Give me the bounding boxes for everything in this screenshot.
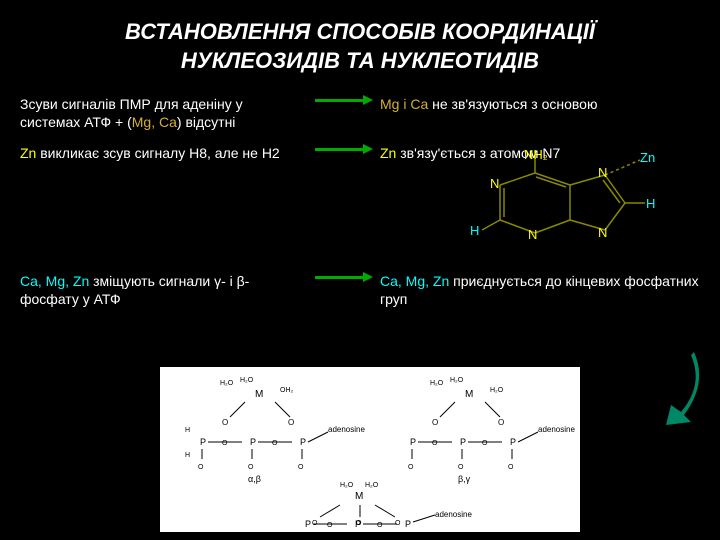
row2-left: Zn викликає зсув сигналу H8, але не Н2 — [20, 144, 300, 162]
svg-text:O: O — [248, 464, 254, 471]
mol-n9: N — [598, 225, 607, 240]
svg-text:P: P — [410, 437, 416, 447]
svg-text:O: O — [377, 522, 383, 529]
mol-nh2: NH₂ — [524, 147, 548, 162]
row1-left: Зсуви сигналів ПМР для аденіну у система… — [20, 95, 300, 131]
svg-text:H₂O: H₂O — [430, 380, 444, 387]
svg-text:H₂O: H₂O — [450, 377, 464, 384]
svg-text:H₂O: H₂O — [340, 482, 354, 489]
arrow-icon — [315, 99, 365, 102]
svg-text:O: O — [508, 464, 514, 471]
svg-text:H₂O: H₂O — [490, 387, 504, 394]
slide-title: ВСТАНОВЛЕННЯ СПОСОБІВ КООРДИНАЦІЇ НУКЛЕО… — [0, 0, 720, 85]
svg-text:M: M — [255, 389, 263, 400]
svg-text:β,γ: β,γ — [458, 474, 471, 484]
svg-text:P: P — [250, 437, 256, 447]
title-line1: ВСТАНОВЛЕННЯ СПОСОБІВ КООРДИНАЦІЇ — [125, 19, 595, 44]
arrow-icon — [315, 148, 365, 151]
row3-right: Ca, Mg, Zn приєднується до кінцевих фосф… — [380, 272, 700, 308]
row1-right: Mg і Ca не зв'язуються з основою — [380, 95, 700, 113]
svg-text:O: O — [498, 418, 504, 427]
mol-zn: Zn — [640, 150, 655, 165]
svg-text:adenosine: adenosine — [328, 425, 365, 434]
svg-text:H: H — [185, 427, 190, 434]
svg-text:O: O — [408, 464, 414, 471]
mol-n7: N — [598, 165, 607, 180]
svg-text:α,β: α,β — [248, 474, 261, 484]
row3-arrow — [300, 272, 380, 279]
svg-text:O: O — [482, 440, 488, 447]
mol-h8: H — [646, 196, 655, 211]
svg-text:P: P — [405, 519, 411, 529]
svg-text:H₂O: H₂O — [240, 377, 254, 384]
svg-text:O: O — [432, 418, 438, 427]
curved-arrow-icon — [646, 350, 706, 430]
title-line2: НУКЛЕОЗИДІВ ТА НУКЛЕОТИДІВ — [181, 48, 539, 73]
svg-text:adenosine: adenosine — [538, 425, 575, 434]
row-1: Зсуви сигналів ПМР для аденіну у система… — [20, 95, 700, 131]
svg-text:M: M — [355, 491, 363, 502]
svg-text:P: P — [460, 437, 466, 447]
svg-text:O: O — [198, 464, 204, 471]
svg-text:P: P — [510, 437, 516, 447]
row3-left: Ca, Mg, Zn зміщують сигнали γ- і β-фосфа… — [20, 272, 300, 308]
arrow-icon — [315, 276, 365, 279]
svg-text:O: O — [272, 440, 278, 447]
svg-text:O: O — [288, 418, 294, 427]
svg-text:P: P — [305, 519, 311, 529]
svg-text:H₂O: H₂O — [220, 380, 234, 387]
svg-text:O: O — [327, 522, 333, 529]
svg-text:OH₂: OH₂ — [280, 387, 294, 394]
adenine-molecule: NH₂ Zn N N N N H H — [440, 155, 690, 255]
svg-text:P: P — [200, 437, 206, 447]
svg-text:O: O — [222, 418, 228, 427]
row1-arrow — [300, 95, 380, 102]
svg-text:H: H — [185, 452, 190, 459]
row-3: Ca, Mg, Zn зміщують сигнали γ- і β-фосфа… — [20, 272, 700, 308]
svg-text:O: O — [432, 440, 438, 447]
svg-text:H₂O: H₂O — [365, 482, 379, 489]
svg-text:O: O — [222, 440, 228, 447]
svg-text:adenosine: adenosine — [435, 510, 472, 519]
phosphate-svg: M O O P P P O O O O O H H OH₂ H₂O — [160, 367, 580, 532]
mol-n1: N — [490, 176, 499, 191]
svg-text:M: M — [465, 389, 473, 400]
row2-arrow — [300, 144, 380, 151]
mol-h2: H — [470, 223, 479, 238]
svg-text:P: P — [355, 519, 361, 529]
phosphate-diagram: M O O P P P O O O O O H H OH₂ H₂O — [160, 367, 580, 532]
svg-text:O: O — [298, 464, 304, 471]
mol-n3: N — [528, 227, 537, 242]
svg-text:P: P — [300, 437, 306, 447]
svg-text:O: O — [458, 464, 464, 471]
